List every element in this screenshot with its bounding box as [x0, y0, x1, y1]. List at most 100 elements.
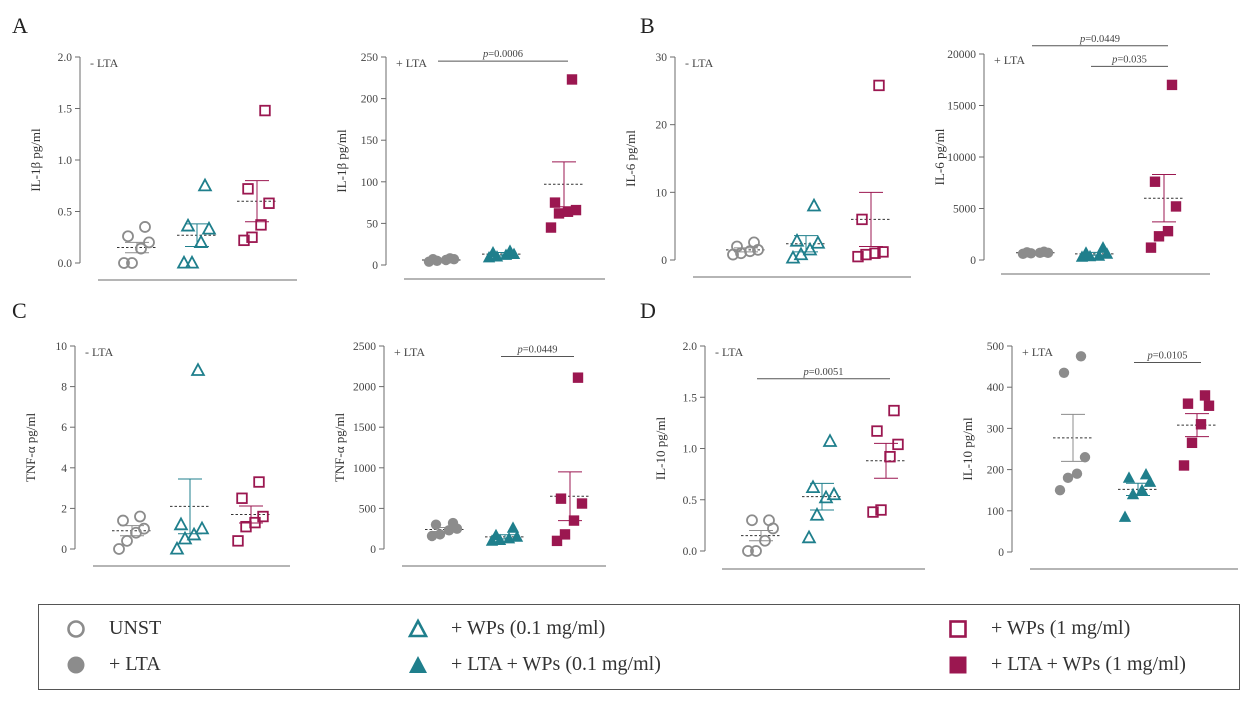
- pvalue-label: p=0.0105: [1146, 350, 1187, 361]
- data-point: [549, 197, 561, 208]
- data-point: [444, 253, 456, 264]
- data-point: [259, 104, 271, 117]
- group-1: [785, 197, 826, 264]
- data-point: [856, 213, 868, 226]
- legend-marker: [67, 619, 85, 638]
- data-point: [1143, 475, 1157, 487]
- y-tick-label: 0.5: [683, 495, 698, 507]
- data-point: [559, 529, 571, 540]
- chart-d1: 0.0 0.5 1.0 1.5 2.0 IL-10 pg/ml - LTA p=0.0051: [653, 341, 925, 570]
- y-tick-label: 15000: [947, 101, 976, 113]
- condition-label: + LTA: [394, 345, 425, 359]
- data-point: [731, 240, 743, 253]
- data-point: [1203, 400, 1215, 411]
- data-point: [135, 242, 147, 255]
- chart-b2: 0 5000 10000 15000 20000 IL-6 pg/ml + LTA p=0.0…: [932, 34, 1210, 275]
- legend-item-lta-wp1: + LTA + WPs (1 mg/ml): [947, 653, 1186, 676]
- y-tick-label: 0.0: [683, 546, 698, 558]
- y-tick-label: 300: [987, 423, 1005, 435]
- y-tick-label: 0: [970, 255, 976, 267]
- chart-c1: 0 2 4 6 8 10 TNF-α pg/ml - LTA: [23, 341, 290, 567]
- circle-open-icon: [67, 619, 85, 638]
- data-point: [873, 79, 885, 92]
- y-tick-label: 2.0: [683, 341, 698, 353]
- y-tick-label: 200: [361, 94, 379, 106]
- data-point: [801, 529, 817, 544]
- data-point: [1075, 351, 1087, 362]
- triangle-open-icon: [407, 617, 429, 637]
- group-0: [117, 221, 157, 269]
- y-tick-label: 20: [656, 120, 668, 132]
- data-point: [746, 514, 758, 527]
- data-point: [169, 540, 185, 555]
- data-point: [1118, 510, 1132, 522]
- data-point: [1021, 247, 1033, 258]
- data-point: [246, 231, 258, 243]
- y-tick-label: 5000: [953, 204, 976, 216]
- y-tick-label: 2500: [353, 341, 376, 353]
- legend-label: + LTA + WPs (1 mg/ml): [991, 653, 1186, 675]
- data-point: [750, 545, 762, 557]
- data-point: [1186, 437, 1198, 449]
- data-point: [1166, 79, 1178, 91]
- data-point: [892, 438, 904, 451]
- group-2: [231, 476, 271, 547]
- pvalue-label: p=0.0006: [482, 49, 523, 60]
- data-point: [1162, 225, 1174, 237]
- data-point: [789, 232, 805, 247]
- legend-marker: [407, 617, 429, 637]
- group-1: [482, 244, 522, 263]
- data-point: [193, 234, 209, 248]
- data-point: [877, 246, 889, 258]
- pvalue-label: p=0.0449: [1079, 34, 1120, 45]
- y-tick-label: 0: [372, 260, 378, 272]
- data-point: [184, 254, 200, 269]
- group-1: [176, 177, 217, 269]
- data-point: [809, 507, 825, 521]
- y-tick-label: 1.5: [683, 392, 698, 404]
- data-point: [121, 534, 133, 547]
- legend-item-lta-wp01: + LTA + WPs (0.1 mg/ml): [407, 653, 661, 676]
- y-tick-label: 50: [367, 218, 379, 230]
- y-tick-label: 400: [987, 382, 1005, 394]
- y-tick-label: 1.0: [683, 444, 698, 456]
- y-tick-label: 500: [987, 341, 1005, 353]
- panel-letter-a: A: [12, 13, 28, 38]
- y-axis-label: IL-1β pg/ml: [334, 129, 349, 193]
- group-1: [169, 362, 210, 555]
- y-tick-label: 250: [361, 52, 379, 64]
- data-point: [551, 535, 563, 547]
- condition-label: + LTA: [994, 53, 1025, 67]
- data-point: [194, 520, 210, 535]
- group-1: [1075, 241, 1115, 262]
- legend-label: + LTA + WPs (0.1 mg/ml): [451, 653, 661, 675]
- legend: UNST + LTA + WPs (0.1 mg/ml) + LTA + WPs…: [38, 604, 1240, 690]
- group-0: [425, 517, 465, 542]
- data-point: [236, 492, 248, 504]
- data-point: [118, 257, 130, 269]
- group-0: [741, 514, 781, 557]
- condition-label: - LTA: [85, 345, 114, 359]
- group-0: [1016, 246, 1056, 260]
- data-point: [249, 516, 261, 529]
- data-point: [869, 247, 881, 259]
- chart-d2: 0 100 200 300 400 500 IL-10 pg/ml + LTA p=0.0105: [960, 341, 1238, 570]
- triangle-filled-icon: [409, 655, 427, 673]
- data-point: [113, 543, 125, 555]
- data-point: [143, 236, 155, 249]
- data-point: [180, 217, 196, 232]
- group-2: [866, 404, 906, 518]
- data-point: [1170, 201, 1182, 212]
- data-point: [197, 177, 213, 192]
- data-point: [1058, 367, 1070, 378]
- data-point: [555, 493, 567, 504]
- y-tick-label: 200: [987, 465, 1005, 477]
- data-point: [884, 450, 896, 463]
- data-point: [255, 219, 267, 231]
- group-1: [1118, 468, 1158, 522]
- data-point: [1062, 472, 1074, 484]
- data-point: [1079, 246, 1093, 258]
- data-point: [1153, 231, 1165, 242]
- pvalue-label: p=0.0051: [802, 367, 843, 378]
- condition-label: + LTA: [1022, 345, 1053, 359]
